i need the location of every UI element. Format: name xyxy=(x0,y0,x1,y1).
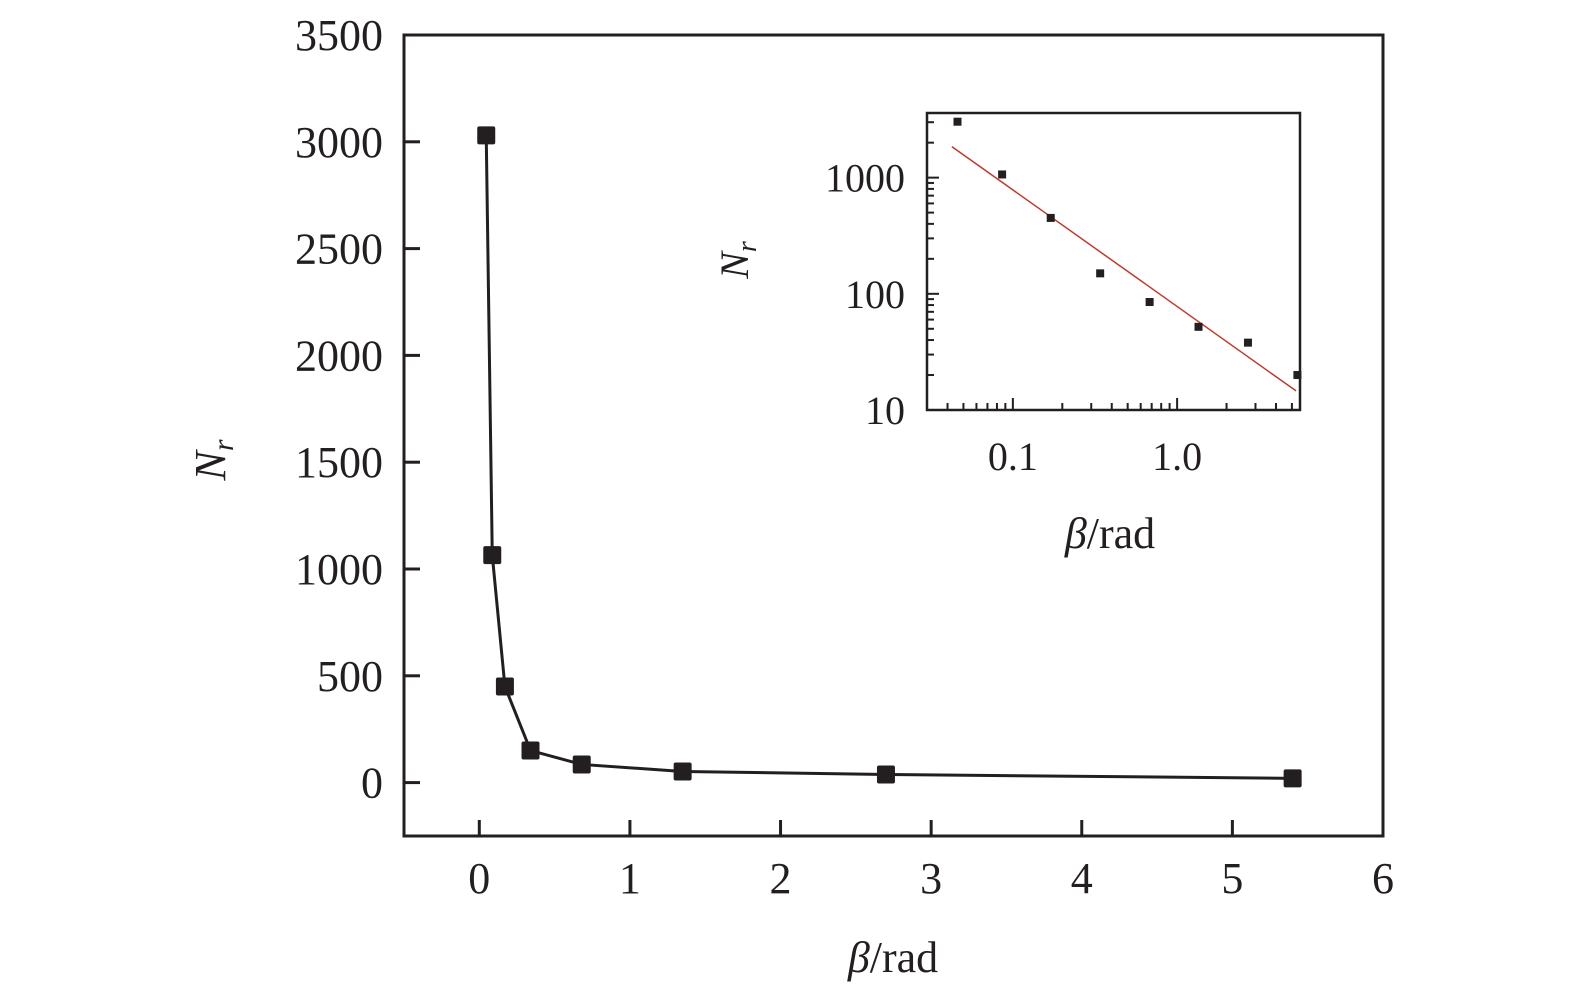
data-point-marker xyxy=(572,755,591,774)
main-x-axis-label: β/rad xyxy=(847,933,938,982)
data-point-marker xyxy=(1283,769,1302,788)
main-series-line xyxy=(484,135,1293,780)
main-x-ticks: 0 1 2 3 4 5 6 xyxy=(468,820,1394,903)
y-tick-label: 3000 xyxy=(295,118,383,167)
data-point-marker xyxy=(495,677,514,696)
inset-data-point xyxy=(998,170,1007,179)
x-tick-label: 1 xyxy=(619,854,641,903)
inset-y-tick-label: 1000 xyxy=(825,156,905,201)
x-tick-label: 2 xyxy=(770,854,792,903)
data-point-marker xyxy=(477,126,496,145)
y-tick-label: 1500 xyxy=(295,438,383,487)
data-point-marker xyxy=(876,765,895,784)
x-tick-label: 5 xyxy=(1221,854,1243,903)
inset-y-tick-label: 100 xyxy=(845,272,905,317)
data-point-marker xyxy=(521,741,540,760)
inset-data-point xyxy=(1194,322,1203,331)
x-tick-label: 0 xyxy=(468,854,490,903)
inset-fit-line xyxy=(951,145,1297,392)
x-tick-label: 6 xyxy=(1372,854,1394,903)
y-tick-label: 3500 xyxy=(295,11,383,60)
inset-data-point xyxy=(1145,298,1154,307)
main-plot-frame xyxy=(402,33,1385,838)
x-tick-label: 3 xyxy=(920,854,942,903)
inset-plot: 0.1 1.0 10 100 1000 Nr β/rad xyxy=(712,111,1302,558)
y-tick-label: 500 xyxy=(317,652,383,701)
inset-y-ticks: 10 100 1000 xyxy=(825,121,939,433)
inset-data-point xyxy=(1096,269,1105,278)
inset-data-point xyxy=(1293,371,1302,380)
y-tick-label: 1000 xyxy=(295,545,383,594)
data-point-marker xyxy=(483,546,502,565)
inset-x-axis-label: β/rad xyxy=(1064,509,1155,558)
data-point-marker xyxy=(673,762,692,781)
main-y-ticks: 0 500 1000 1500 2000 2500 3000 3500 xyxy=(295,11,420,808)
inset-y-axis-label: Nr xyxy=(712,241,763,280)
main-y-axis-label: Nr xyxy=(186,439,240,481)
y-tick-label: 2000 xyxy=(295,331,383,380)
inset-y-tick-label: 10 xyxy=(865,388,905,433)
inset-x-tick-label: 0.1 xyxy=(988,434,1038,479)
main-plot: 0 1 2 3 4 5 6 0 500 1000 1500 2000 2500 3000 3500 Nr β/r… xyxy=(186,11,1394,982)
inset-data-point xyxy=(1243,338,1252,347)
inset-x-tick-label: 1.0 xyxy=(1152,434,1202,479)
inset-data-point xyxy=(953,117,962,126)
y-tick-label: 0 xyxy=(361,759,383,808)
inset-x-ticks: 0.1 1.0 xyxy=(926,398,1293,479)
x-tick-label: 4 xyxy=(1071,854,1093,903)
y-tick-label: 2500 xyxy=(295,225,383,274)
inset-data-point xyxy=(1046,213,1055,222)
